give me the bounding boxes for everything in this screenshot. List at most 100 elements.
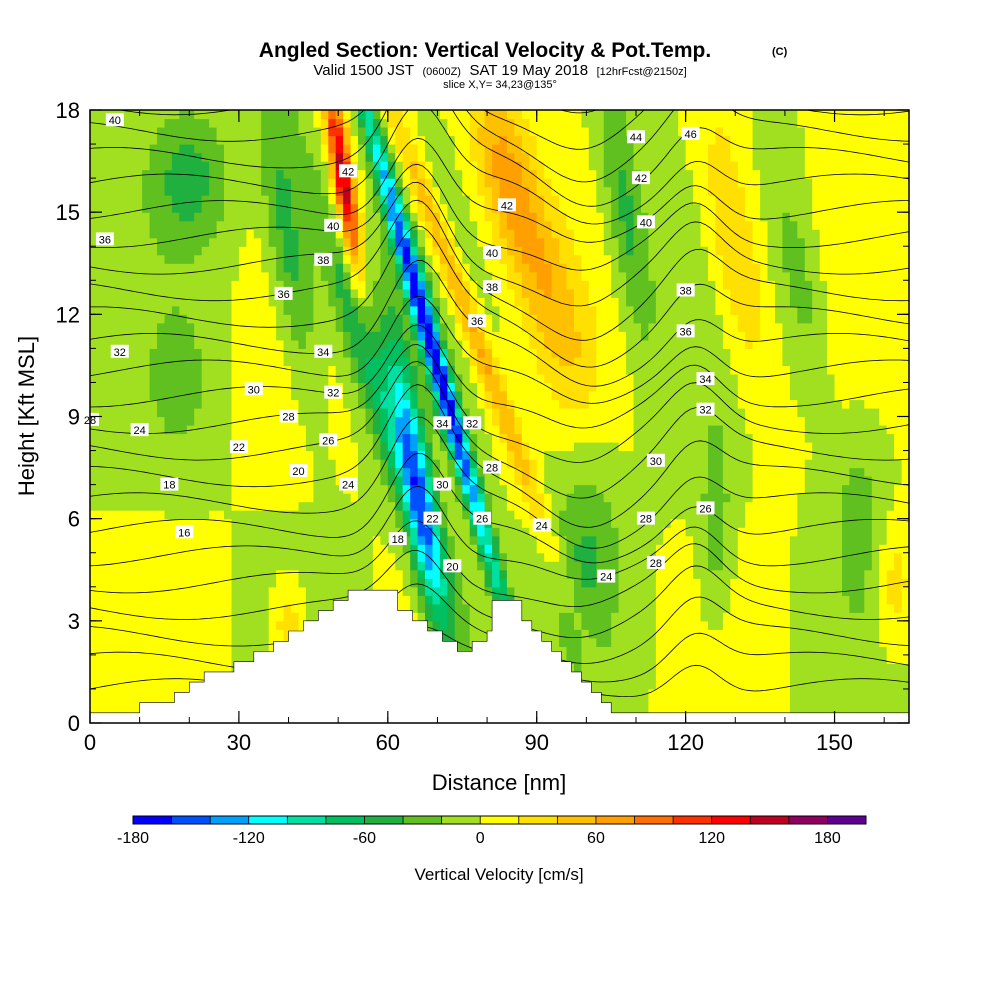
velocity-cell [171,510,180,520]
velocity-cell [410,254,419,264]
velocity-cell [521,229,530,239]
velocity-cell [372,510,381,520]
velocity-cell [581,399,590,409]
velocity-cell [142,501,151,511]
velocity-cell [127,527,136,537]
velocity-cell [343,382,352,392]
velocity-cell [186,552,195,562]
velocity-cell [231,280,240,290]
velocity-cell [268,612,277,622]
velocity-cell [268,595,277,605]
velocity-cell [432,271,441,281]
velocity-cell [395,135,404,145]
velocity-cell [149,646,158,656]
velocity-cell [410,408,419,418]
velocity-cell [566,654,575,664]
velocity-cell [462,152,471,162]
velocity-cell [410,365,419,375]
velocity-cell [439,254,448,264]
velocity-cell [469,110,478,120]
velocity-cell [529,535,538,545]
velocity-cell [432,373,441,383]
velocity-cell [298,220,307,230]
velocity-cell [238,314,247,324]
velocity-cell [142,220,151,230]
velocity-cell [216,442,225,452]
velocity-cell [328,305,337,315]
velocity-cell [447,356,456,366]
velocity-cell [157,637,165,647]
velocity-cell [469,425,478,435]
velocity-cell [447,178,456,188]
velocity-cell [410,425,419,435]
velocity-cell [305,229,314,239]
velocity-cell [439,356,448,366]
velocity-cell [253,169,262,179]
velocity-cell [283,169,292,179]
velocity-cell [454,450,463,460]
velocity-cell [335,348,344,358]
velocity-cell [216,271,225,281]
velocity-cell [179,322,188,332]
velocity-cell [521,263,530,273]
velocity-cell [566,203,575,213]
velocity-cell [432,535,441,545]
velocity-cell [462,331,471,341]
velocity-cell [566,271,575,281]
velocity-cell [97,161,106,171]
velocity-cell [149,118,158,128]
velocity-cell [291,314,299,324]
velocity-cell [209,646,218,656]
velocity-cell [499,399,508,409]
velocity-cell [596,561,605,571]
velocity-cell [506,373,515,383]
velocity-cell [320,518,329,528]
velocity-cell [425,459,433,469]
velocity-cell [149,493,158,503]
velocity-cell [201,169,210,179]
velocity-cell [276,476,285,486]
velocity-cell [484,118,493,128]
velocity-cell [194,484,203,494]
velocity-cell [469,246,478,256]
velocity-cell [469,527,478,537]
velocity-cell [112,169,121,179]
velocity-cell [477,476,486,486]
velocity-cell [112,416,121,426]
velocity-cell [276,595,285,605]
velocity-cell [335,433,344,443]
velocity-cell [261,586,270,596]
velocity-cell [380,339,389,349]
velocity-cell [335,314,344,324]
velocity-cell [432,195,441,205]
velocity-cell [544,493,553,503]
velocity-cell [588,595,597,605]
velocity-cell [216,297,225,307]
velocity-cell [574,459,582,469]
velocity-cell [246,322,255,332]
velocity-cell [469,476,478,486]
velocity-cell [454,603,463,613]
velocity-cell [529,450,538,460]
velocity-cell [164,161,173,171]
velocity-cell [559,493,568,503]
velocity-cell [291,305,299,315]
velocity-cell [238,561,247,571]
velocity-cell [551,229,560,239]
velocity-cell [171,595,180,605]
velocity-cell [224,382,232,392]
velocity-cell [142,646,151,656]
velocity-cell [104,288,113,298]
velocity-cell [387,527,396,537]
velocity-cell [104,178,113,188]
velocity-cell [149,442,158,452]
velocity-cell [179,663,188,673]
velocity-cell [477,195,486,205]
velocity-cell [157,152,165,162]
velocity-cell [566,476,575,486]
velocity-cell [343,212,352,222]
velocity-cell [276,373,285,383]
velocity-cell [305,288,314,298]
velocity-cell [216,110,225,120]
velocity-cell [551,118,560,128]
